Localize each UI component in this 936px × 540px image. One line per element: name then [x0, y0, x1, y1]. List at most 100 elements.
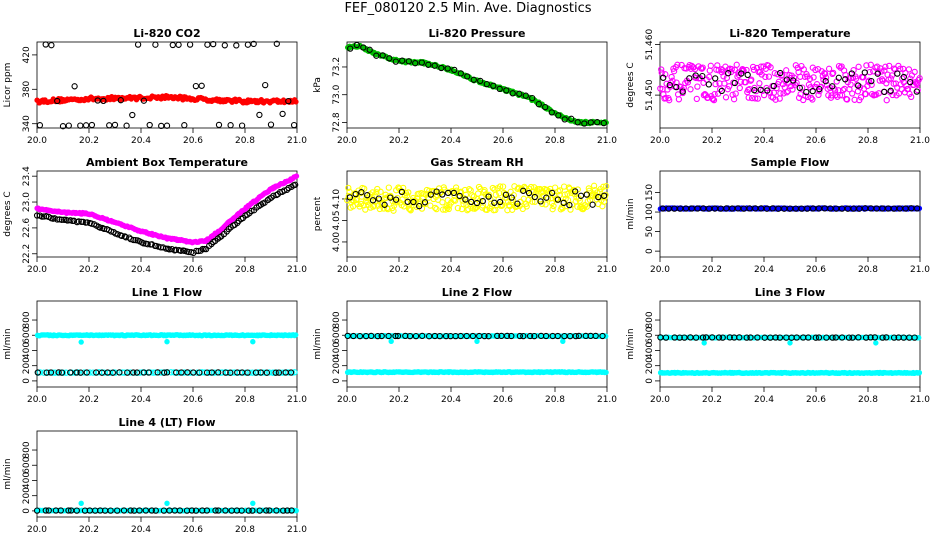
data-point — [913, 80, 921, 88]
data-point — [525, 189, 533, 197]
data-point — [380, 205, 387, 212]
chart-panel-4: Ambient Box Temperature 20.0 20.2 20.4 20.6 2… — [3, 156, 307, 275]
data-point — [700, 205, 707, 212]
data-point — [548, 189, 556, 197]
data-point — [890, 205, 898, 212]
data-point — [36, 369, 44, 376]
data-point — [432, 204, 439, 212]
data-point — [913, 88, 920, 95]
data-point — [751, 84, 758, 92]
data-point — [839, 86, 847, 94]
data-point — [255, 369, 262, 376]
data-point — [907, 78, 914, 86]
data-point — [73, 507, 80, 514]
data-point — [783, 89, 790, 96]
data-point — [238, 122, 246, 129]
data-point — [273, 507, 280, 514]
data-point — [256, 111, 263, 119]
data-point — [285, 369, 292, 376]
data-point — [65, 507, 72, 514]
data-point — [903, 82, 910, 89]
data-point — [468, 198, 475, 206]
data-point — [188, 507, 196, 514]
x-tick-label: 20.8 — [858, 265, 878, 275]
y-tick-label: 800 — [22, 311, 32, 328]
series-1 — [657, 61, 923, 104]
data-point — [754, 334, 761, 341]
series-2 — [36, 40, 298, 130]
data-point — [250, 40, 257, 48]
x-tick-label: 20.0 — [337, 395, 357, 405]
data-point — [555, 112, 562, 119]
data-point — [516, 90, 523, 97]
data-point — [498, 202, 505, 209]
data-point — [527, 183, 535, 191]
data-point — [285, 97, 292, 105]
data-point — [748, 76, 755, 83]
plot-frame — [36, 41, 298, 129]
y-tick-label: 340 — [22, 115, 32, 132]
chart-title: Li-820 Pressure — [429, 27, 526, 40]
x-tick-label: 20.4 — [441, 395, 461, 405]
data-point — [529, 94, 536, 102]
x-tick-label: 20.6 — [183, 395, 203, 405]
y-tick-label: 0 — [332, 378, 342, 384]
data-point — [227, 369, 234, 376]
x-tick-label: 20.4 — [441, 265, 461, 275]
data-point — [514, 185, 521, 192]
data-point — [705, 81, 712, 88]
data-point — [236, 369, 244, 376]
data-point — [481, 332, 488, 340]
data-point — [436, 332, 443, 340]
data-point — [508, 194, 515, 201]
data-point — [529, 198, 536, 205]
data-point — [756, 80, 763, 87]
data-point — [772, 334, 779, 341]
x-tick-label: 20.2 — [79, 395, 99, 405]
series-2 — [33, 507, 295, 514]
data-point — [720, 73, 727, 80]
data-point — [164, 339, 170, 345]
data-point — [575, 332, 583, 340]
data-point — [224, 369, 231, 376]
data-point — [221, 42, 228, 49]
x-tick-label: 20.4 — [131, 136, 151, 146]
data-point — [369, 197, 377, 204]
data-point — [478, 194, 485, 201]
data-point — [483, 80, 490, 88]
data-point — [54, 216, 61, 223]
data-point — [916, 370, 923, 376]
data-point — [405, 189, 412, 196]
data-point — [148, 507, 155, 514]
data-point — [430, 187, 438, 195]
data-point — [867, 334, 874, 341]
data-point — [42, 507, 49, 514]
x-tick-label: 20.6 — [493, 136, 513, 146]
x-tick-label: 20.6 — [806, 395, 826, 405]
chart-panel-5: Gas Stream RH 20.0 20.2 20.4 20.6 20.8 21.0 4.0… — [313, 156, 617, 275]
y-axis-label: ml/min — [3, 458, 13, 489]
y-tick-label: 600 — [22, 456, 32, 473]
data-point — [412, 60, 419, 67]
data-point — [899, 75, 906, 82]
y-axis-label: ml/min — [313, 328, 323, 359]
data-point — [815, 91, 822, 99]
series-1 — [34, 173, 300, 246]
data-point — [600, 198, 608, 205]
data-point — [894, 70, 901, 77]
data-point — [67, 369, 74, 376]
data-point — [908, 93, 915, 101]
y-tick-label: 23.0 — [22, 192, 32, 212]
data-point — [712, 75, 719, 82]
data-point — [829, 70, 836, 78]
data-point — [378, 332, 385, 340]
data-point — [33, 507, 41, 514]
data-point — [136, 507, 143, 514]
chart-panel-8: Line 2 Flow 20.0 20.2 20.4 20.6 20.8 21.0 0 2004… — [313, 286, 617, 405]
y-axis-label: ml/min — [3, 328, 13, 359]
data-point — [514, 202, 521, 210]
data-point — [204, 41, 211, 48]
chart-panel-10: Line 4 (LT) Flow 20.0 20.2 20.4 20.6 20.8 21.0… — [3, 416, 307, 535]
data-point — [848, 70, 855, 77]
data-point — [803, 88, 810, 96]
